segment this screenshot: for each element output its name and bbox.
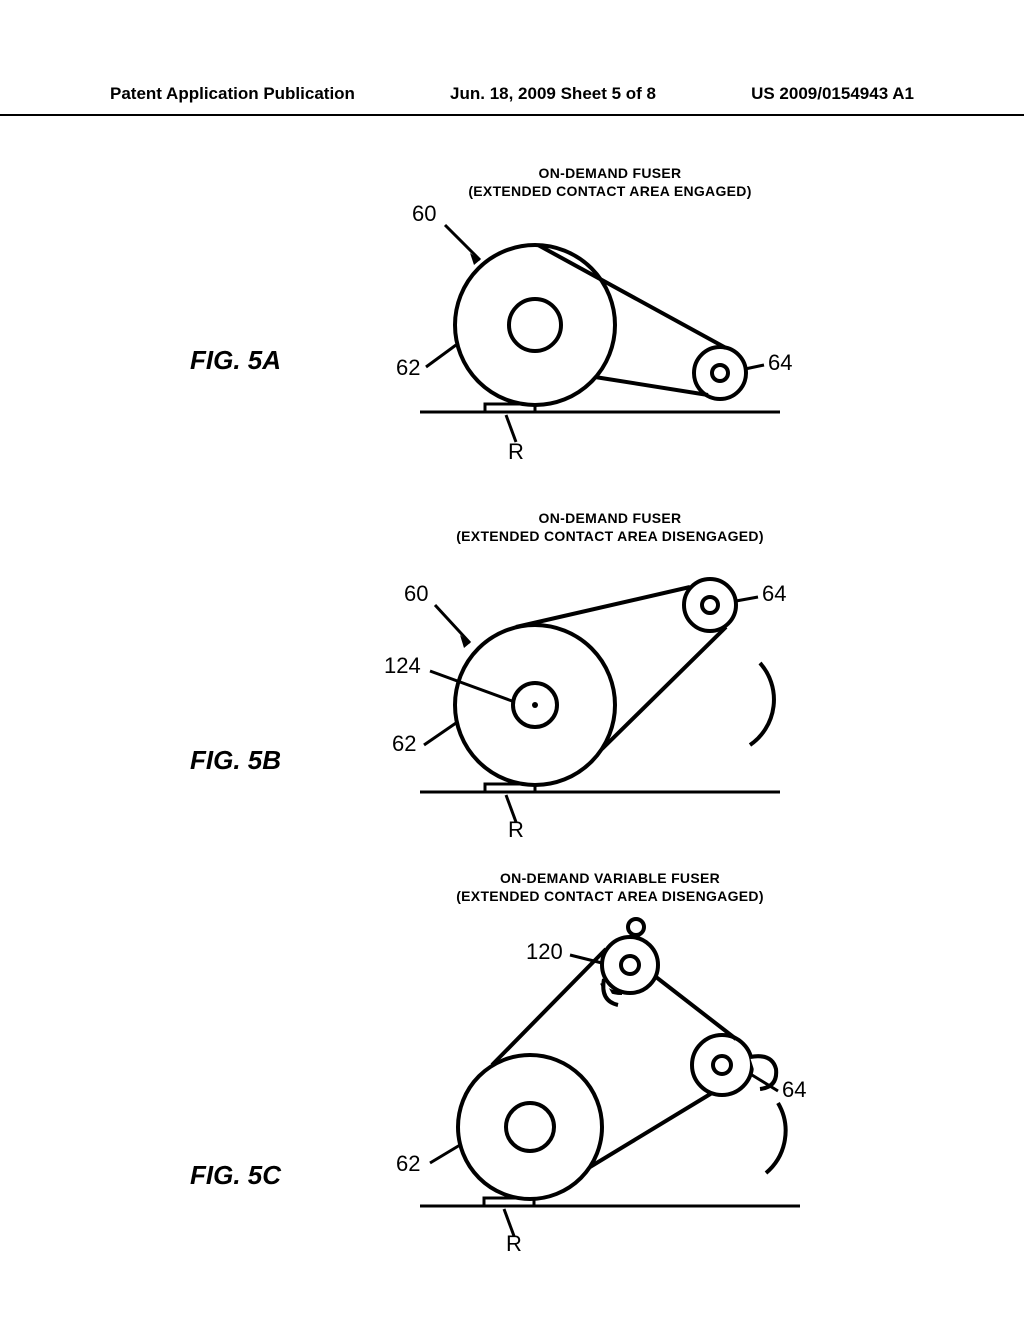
ref-R: R xyxy=(508,439,524,465)
fig5c-caption-line2: (EXTENDED CONTACT AREA DISENGAGED) xyxy=(420,888,800,906)
page-header: Patent Application Publication Jun. 18, … xyxy=(0,84,1024,116)
fig5c-diagram: 120 62 64 R xyxy=(390,905,830,1245)
ref-120: 120 xyxy=(526,939,563,965)
fig5b-caption: ON-DEMAND FUSER (EXTENDED CONTACT AREA D… xyxy=(420,510,800,545)
header-right: US 2009/0154943 A1 xyxy=(751,84,914,104)
ref-64: 64 xyxy=(768,350,792,376)
ref-62b: 62 xyxy=(392,731,416,757)
fig5a-svg xyxy=(390,195,810,455)
ref-124: 124 xyxy=(384,653,421,679)
ref-60b: 60 xyxy=(404,581,428,607)
ref-64b: 64 xyxy=(762,581,786,607)
ref-62: 62 xyxy=(396,355,420,381)
ref-Rb: R xyxy=(508,817,524,843)
ref-Rc: R xyxy=(506,1231,522,1257)
fig5b-diagram: 60 124 62 64 R xyxy=(390,545,810,825)
ref-62c: 62 xyxy=(396,1151,420,1177)
fig5a-diagram: 60 62 64 R xyxy=(390,195,810,455)
fig5b-label: FIG. 5B xyxy=(190,745,281,776)
header-left: Patent Application Publication xyxy=(110,84,355,104)
fig5a-caption-line1: ON-DEMAND FUSER xyxy=(420,165,800,183)
fig5b-caption-line2: (EXTENDED CONTACT AREA DISENGAGED) xyxy=(420,528,800,546)
fig5b-caption-line1: ON-DEMAND FUSER xyxy=(420,510,800,528)
fig5a-label: FIG. 5A xyxy=(190,345,281,376)
fig5c-caption: ON-DEMAND VARIABLE FUSER (EXTENDED CONTA… xyxy=(420,870,800,905)
ref-60: 60 xyxy=(412,201,436,227)
fig5c-label: FIG. 5C xyxy=(190,1160,281,1191)
header-center: Jun. 18, 2009 Sheet 5 of 8 xyxy=(450,84,656,104)
fig5b-svg xyxy=(390,545,810,825)
fig5c-svg xyxy=(390,905,830,1245)
ref-64c: 64 xyxy=(782,1077,806,1103)
fig5c-caption-line1: ON-DEMAND VARIABLE FUSER xyxy=(420,870,800,888)
